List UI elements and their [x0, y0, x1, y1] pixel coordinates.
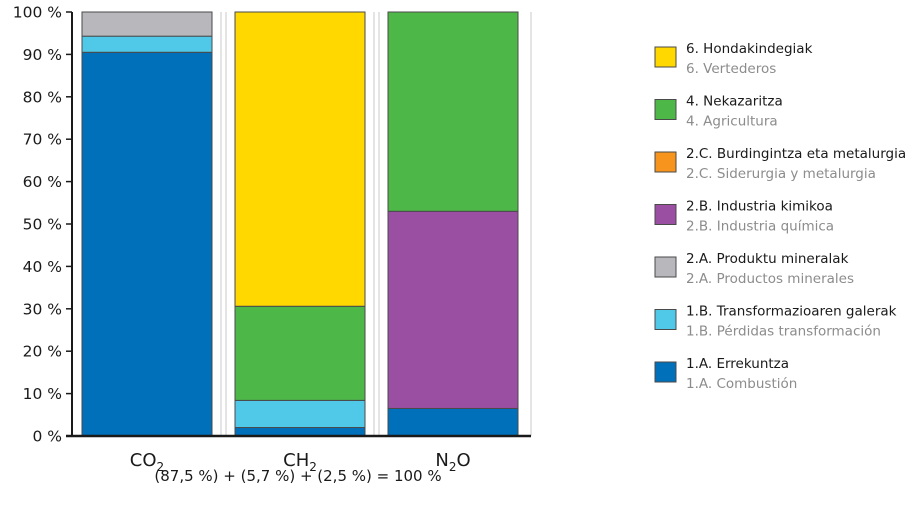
bar-ch2-agriculture [234, 305, 366, 401]
bar-ch2-landfill [234, 11, 366, 307]
bar-n2o-agriculture [387, 11, 519, 212]
y-tick-label-10: 10 % [23, 385, 62, 403]
legend-label-es-combustion: 1.A. Combustión [686, 376, 797, 392]
legend-swatch-steel [654, 151, 677, 173]
legend-label-combustion: 1.A. Errekuntza [686, 356, 789, 372]
bar-co2-combustion [81, 51, 213, 437]
legend-label-es-steel: 2.C. Siderurgia y metalurgia [686, 166, 876, 182]
legend-label-minerals: 2.A. Produktu mineralak [686, 251, 849, 267]
legend-swatch-landfill [654, 46, 677, 68]
legend-item-chemical: 2.B. Industria kimikoa 2.B. Industria quí… [654, 199, 834, 235]
bar-co2-minerals [81, 11, 213, 37]
y-tick-label-0: 0 % [32, 428, 62, 446]
y-tick-labels: 0 % 10 % 20 % 30 % 40 % 50 % 60 % 70 % 80 % 90 % 1… [13, 4, 72, 446]
bars-layer [81, 11, 519, 437]
legend-swatch-agriculture [654, 99, 677, 120]
y-tick-label-50: 50 % [23, 216, 62, 234]
y-tick-label-60: 60 % [23, 173, 62, 191]
legend-label-es-minerals: 2.A. Productos minerales [686, 271, 854, 287]
legend-label-transformation: 1.B. Transformazioaren galerak [686, 304, 897, 320]
legend-swatch-minerals [654, 256, 677, 278]
y-tick-label-70: 70 % [23, 131, 62, 149]
grid-layer [220, 12, 532, 436]
legend-label-es-agriculture: 4. Agricultura [686, 114, 778, 130]
legend-item-agriculture: 4. Nekazaritza 4. Agricultura [654, 94, 783, 130]
y-tick-label-100: 100 % [13, 4, 62, 22]
legend-label-landfill: 6. Hondakindegiak [686, 41, 813, 57]
legend-item-landfill: 6. Hondakindegiak 6. Vertederos [654, 41, 813, 77]
legend-label-es-transformation: 1.B. Pérdidas transformación [686, 324, 881, 340]
legend-swatch-chemical [654, 204, 677, 225]
y-tick-label-80: 80 % [23, 88, 62, 106]
legend-label-steel: 2.C. Burdingintza eta metalurgia [686, 146, 906, 162]
y-tick-label-40: 40 % [23, 258, 62, 276]
x-category-label-co2: CO2 [130, 450, 164, 474]
y-tick-label-30: 30 % [23, 300, 62, 318]
bar-co2-transformation [81, 35, 213, 53]
legend-label-es-landfill: 6. Vertederos [686, 61, 776, 77]
sum-formula: (87,5 %) + (5,7 %) + (2,5 %) = 100 % [154, 467, 441, 485]
x-category-label-ch2: CH2 [283, 450, 317, 474]
y-tick-label-20: 20 % [23, 343, 62, 361]
bar-n2o-chemical [387, 210, 519, 409]
legend-label-agriculture: 4. Nekazaritza [686, 94, 783, 110]
legend: 6. Hondakindegiak 6. Vertederos 4. Nekazar… [654, 41, 906, 392]
legend-item-combustion: 1.A. Errekuntza 1.A. Combustión [654, 356, 797, 392]
y-tick-label-90: 90 % [23, 46, 62, 64]
bar-ch2-transformation [234, 399, 366, 429]
x-category-label-n2o: N2O [435, 450, 470, 474]
legend-item-steel: 2.C. Burdingintza eta metalurgia 2.C. Sid… [654, 146, 906, 182]
legend-label-chemical: 2.B. Industria kimikoa [686, 199, 833, 215]
legend-swatch-transformation [654, 309, 677, 330]
legend-item-minerals: 2.A. Produktu mineralak 2.A. Productos mi… [654, 251, 854, 287]
legend-label-es-chemical: 2.B. Industria química [686, 219, 834, 235]
bar-n2o-combustion [387, 407, 519, 437]
legend-item-transformation: 1.B. Transformazioaren galerak 1.B. Pérdi… [654, 304, 897, 340]
x-category-labels: CO2 CH2 N2O [130, 450, 471, 474]
bar-ch2-combustion [234, 427, 366, 437]
legend-swatch-combustion [654, 361, 677, 383]
